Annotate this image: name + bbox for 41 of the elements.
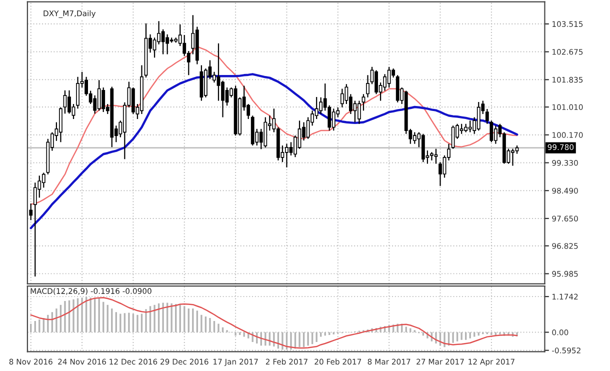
candlestick <box>396 74 400 103</box>
candlestick <box>332 108 336 132</box>
candlestick <box>490 120 494 143</box>
candlestick <box>97 80 101 112</box>
candlestick <box>468 120 472 133</box>
candlestick <box>383 74 387 92</box>
candlestick <box>152 37 156 58</box>
candlestick <box>306 116 310 140</box>
candlestick <box>216 42 220 102</box>
line-series <box>30 46 518 205</box>
candlestick <box>430 152 434 161</box>
candlestick <box>102 86 106 113</box>
candlestick <box>421 133 425 163</box>
candlestick <box>434 148 438 164</box>
candlestick <box>166 34 170 55</box>
candlestick <box>76 76 80 110</box>
candlestick <box>63 90 67 114</box>
candlestick <box>460 123 464 134</box>
candlestick <box>485 108 489 124</box>
candlestick <box>340 88 344 108</box>
candlestick <box>387 66 391 88</box>
candlestick <box>366 74 370 98</box>
candlestick <box>412 132 416 144</box>
candlestick <box>358 100 361 124</box>
candlestick <box>161 28 165 55</box>
candlestick <box>285 143 288 168</box>
candlestick <box>314 96 318 120</box>
candlestick <box>33 182 37 278</box>
candlestick <box>319 96 323 115</box>
candlestick <box>374 70 378 95</box>
candlestick <box>221 80 224 118</box>
candlestick <box>59 106 62 143</box>
candlestick <box>264 116 268 148</box>
candlestick <box>494 125 498 144</box>
candlestick <box>476 101 480 132</box>
candlestick <box>68 90 71 114</box>
candlestick <box>511 148 514 166</box>
candlestick <box>362 94 366 112</box>
candlestick <box>29 202 33 221</box>
line-series <box>30 296 518 349</box>
candlestick <box>42 172 46 188</box>
